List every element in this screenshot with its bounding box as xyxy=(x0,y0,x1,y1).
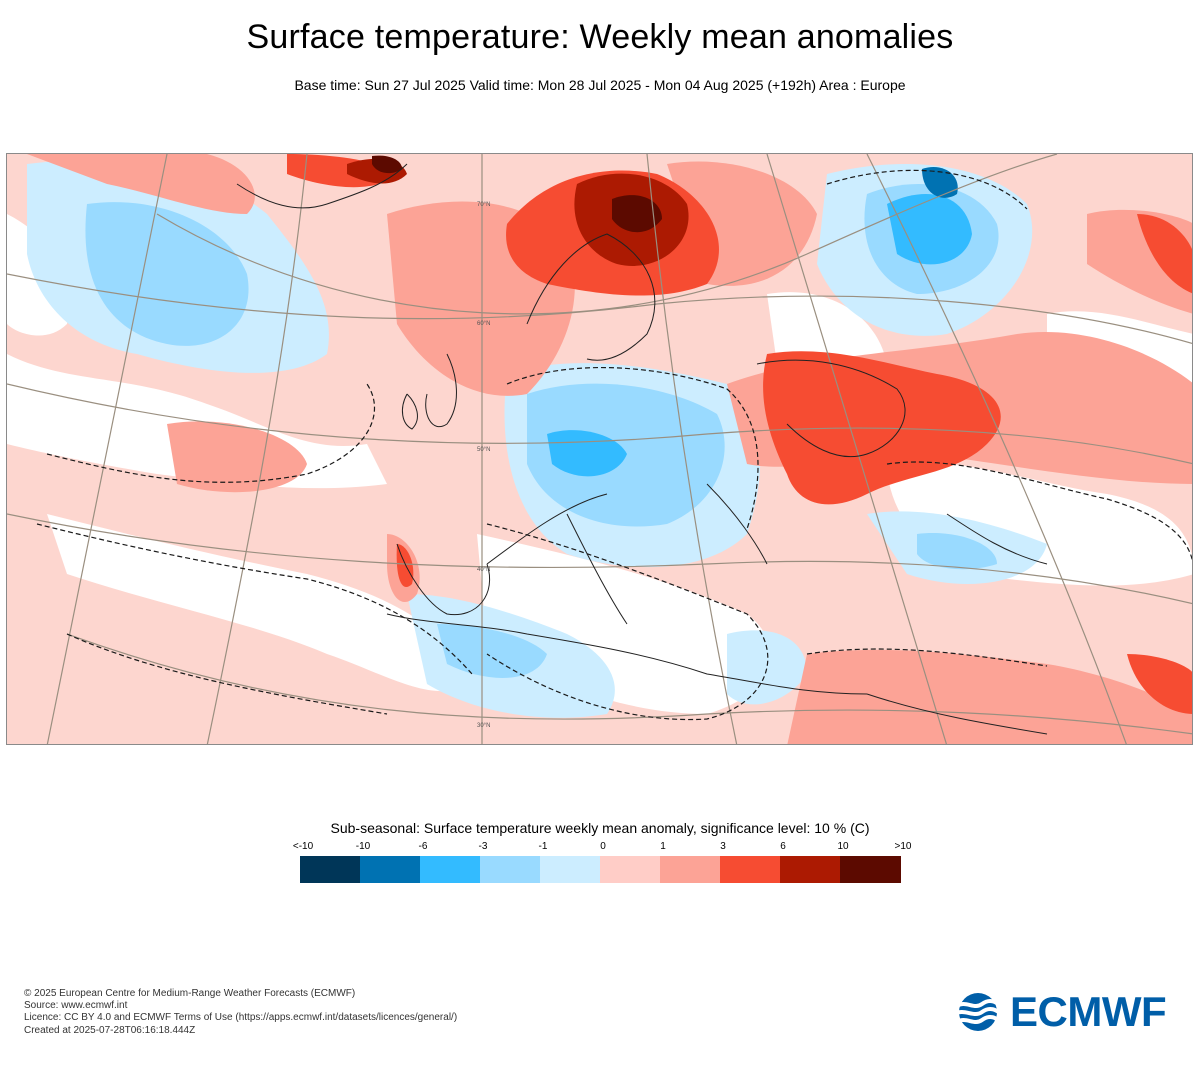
colorbar-tick-label: 1 xyxy=(660,841,666,852)
colorbar-tick-label: -10 xyxy=(355,841,371,852)
anomaly-map-svg: 70°N 60°N 50°N 40°N 30°N xyxy=(7,154,1192,744)
ecmwf-logo-text: ECMWF xyxy=(1010,988,1167,1035)
colorbar-tick-label: >10 xyxy=(894,841,912,852)
darkest-blue-areas xyxy=(922,166,958,198)
darkest-red-areas xyxy=(372,155,662,233)
parallel-60n xyxy=(7,273,1192,345)
label-50n: 50°N xyxy=(477,447,490,453)
footer: © 2025 European Centre for Medium-Range … xyxy=(24,988,457,1037)
colorbar-swatch xyxy=(840,856,901,883)
meridian-e30 xyxy=(866,154,1127,744)
meridian-e10 xyxy=(646,154,738,744)
colorbar-swatch xyxy=(420,856,481,883)
footer-source: Source: www.ecmwf.int xyxy=(24,1000,128,1012)
parallel-30n xyxy=(66,633,1192,735)
colorbar-tick-label: -6 xyxy=(418,841,428,852)
ecmwf-logo: ECMWF xyxy=(952,988,1182,1036)
legend-title: Sub-seasonal: Surface temperature weekly… xyxy=(330,820,870,836)
footer-licence: Licence: CC BY 4.0 and ECMWF Terms of Us… xyxy=(24,1012,458,1024)
colorbar-swatch xyxy=(360,856,421,883)
colorbar-tick-label: 3 xyxy=(720,841,726,852)
label-60n: 60°N xyxy=(477,321,490,327)
colorbar-swatch xyxy=(660,856,721,883)
legend-ticks: <-10 -10 -6 -3 -1 0 1 3 6 10 >10 xyxy=(293,841,912,853)
colorbar-tick-label: <-10 xyxy=(292,841,314,852)
coastlines xyxy=(236,163,1048,735)
label-40n: 40°N xyxy=(477,567,490,573)
colorbar-tick-label: -3 xyxy=(478,841,488,852)
label-30n: 30°N xyxy=(477,723,490,729)
colorbar-tick-label: 6 xyxy=(780,841,786,852)
graticule-labels: 70°N 60°N 50°N 40°N 30°N xyxy=(477,202,490,729)
chart-title: Surface temperature: Weekly mean anomali… xyxy=(246,18,954,56)
label-70n: 70°N xyxy=(477,202,490,208)
parallel-40n xyxy=(7,513,1192,605)
colorbar-swatch xyxy=(540,856,601,883)
chart-subtitle: Base time: Sun 27 Jul 2025 Valid time: M… xyxy=(294,77,906,93)
meridian-w20 xyxy=(46,154,168,744)
colorbar-swatch xyxy=(720,856,781,883)
ecmwf-logo-icon xyxy=(953,993,1004,1031)
deep-blue-areas xyxy=(547,194,972,477)
colorbar-swatch xyxy=(480,856,541,883)
anomaly-map: 70°N 60°N 50°N 40°N 30°N xyxy=(6,153,1193,745)
footer-created: Created at 2025-07-28T06:16:18.444Z xyxy=(24,1024,196,1036)
colorbar-swatch xyxy=(600,856,661,883)
meridian-w10 xyxy=(206,154,308,744)
footer-copyright: © 2025 European Centre for Medium-Range … xyxy=(24,988,356,999)
colorbar xyxy=(300,856,901,883)
parallel-70n xyxy=(156,154,1058,315)
colorbar-tick-label: 10 xyxy=(837,841,849,852)
graticule xyxy=(7,154,1192,744)
colorbar-tick-label: -1 xyxy=(538,841,548,852)
colorbar-swatch xyxy=(300,856,361,883)
significance-contours xyxy=(36,169,1192,721)
colorbar-swatch xyxy=(780,856,841,883)
colorbar-tick-label: 0 xyxy=(600,841,606,852)
